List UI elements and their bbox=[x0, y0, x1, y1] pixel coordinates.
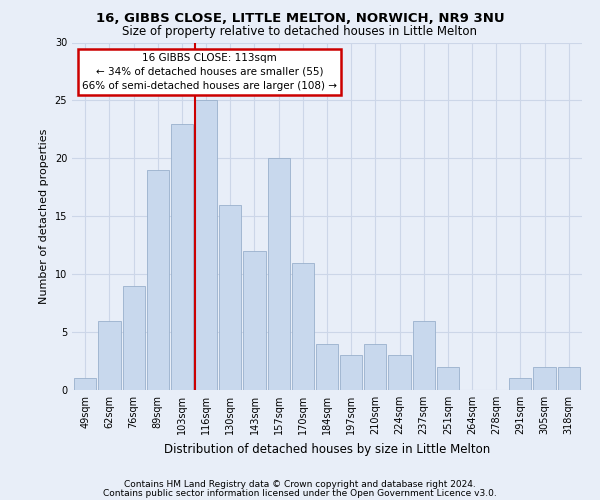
Bar bbox=[509, 378, 532, 390]
Bar bbox=[292, 262, 314, 390]
Bar bbox=[533, 367, 556, 390]
Bar bbox=[437, 367, 459, 390]
Bar bbox=[388, 355, 410, 390]
Bar bbox=[171, 124, 193, 390]
Bar bbox=[268, 158, 290, 390]
Bar bbox=[364, 344, 386, 390]
Text: Contains public sector information licensed under the Open Government Licence v3: Contains public sector information licen… bbox=[103, 490, 497, 498]
Bar bbox=[557, 367, 580, 390]
Text: Size of property relative to detached houses in Little Melton: Size of property relative to detached ho… bbox=[122, 25, 478, 38]
Bar bbox=[219, 204, 241, 390]
Text: Contains HM Land Registry data © Crown copyright and database right 2024.: Contains HM Land Registry data © Crown c… bbox=[124, 480, 476, 489]
Bar bbox=[98, 320, 121, 390]
Bar bbox=[122, 286, 145, 390]
Bar bbox=[244, 251, 266, 390]
Y-axis label: Number of detached properties: Number of detached properties bbox=[39, 128, 49, 304]
Bar bbox=[146, 170, 169, 390]
Bar bbox=[74, 378, 97, 390]
Bar bbox=[413, 320, 435, 390]
Bar bbox=[316, 344, 338, 390]
Text: 16 GIBBS CLOSE: 113sqm
← 34% of detached houses are smaller (55)
66% of semi-det: 16 GIBBS CLOSE: 113sqm ← 34% of detached… bbox=[82, 53, 337, 91]
X-axis label: Distribution of detached houses by size in Little Melton: Distribution of detached houses by size … bbox=[164, 442, 490, 456]
Bar bbox=[195, 100, 217, 390]
Bar bbox=[340, 355, 362, 390]
Text: 16, GIBBS CLOSE, LITTLE MELTON, NORWICH, NR9 3NU: 16, GIBBS CLOSE, LITTLE MELTON, NORWICH,… bbox=[95, 12, 505, 26]
